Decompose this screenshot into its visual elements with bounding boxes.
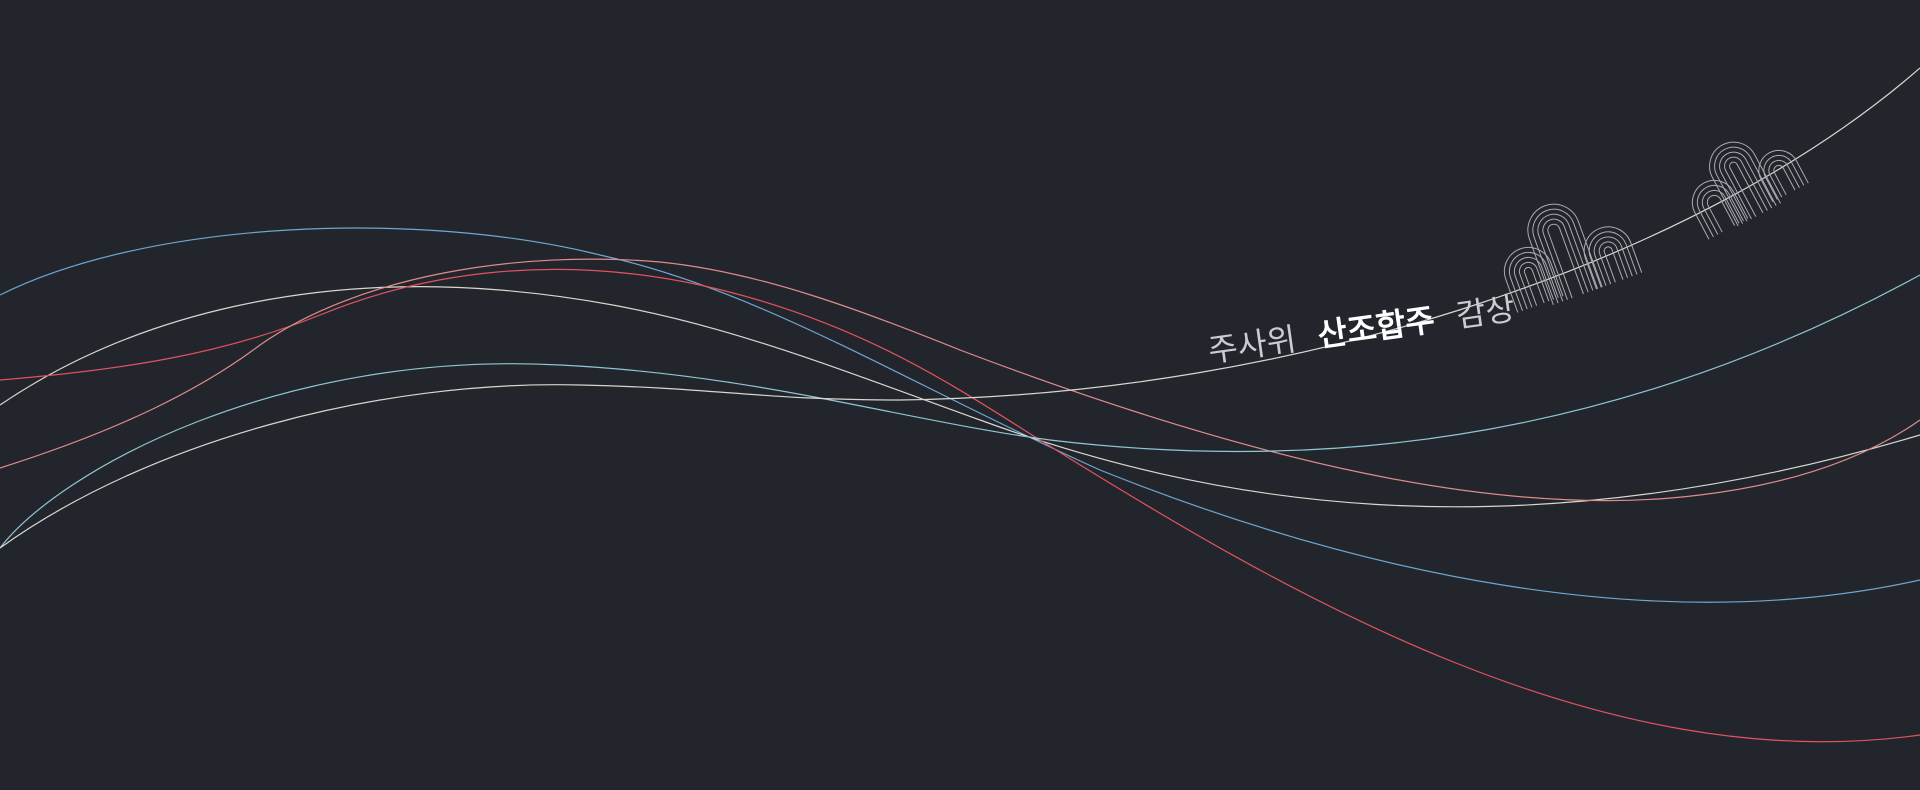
arch-small-right-2 xyxy=(1758,149,1809,203)
arch-tall-center-2 xyxy=(1709,141,1782,227)
arch-small-left xyxy=(1503,246,1564,313)
wave-line-cream-top xyxy=(0,286,1920,508)
caption: 주사위 산조합주 감상 xyxy=(1206,289,1518,370)
wave-lines xyxy=(0,67,1920,743)
wave-line-red-upper xyxy=(0,268,1920,743)
rainbow-arches-decoration xyxy=(1503,141,1809,313)
caption-prefix: 주사위 xyxy=(1206,320,1299,370)
arch-tall-center xyxy=(1527,203,1603,306)
wave-line-cream-bottom xyxy=(0,67,1920,549)
arch-small-right xyxy=(1583,226,1643,290)
arch-cluster-left xyxy=(1503,203,1643,313)
arch-small-left-2 xyxy=(1691,179,1749,240)
wave-line-pink xyxy=(0,258,1920,502)
caption-suffix: 감상 xyxy=(1454,289,1518,335)
wave-line-blue xyxy=(0,227,1920,603)
caption-emphasis: 산조합주 xyxy=(1315,301,1437,355)
arch-cluster-right xyxy=(1691,141,1809,240)
wave-line-cyan xyxy=(0,274,1920,549)
